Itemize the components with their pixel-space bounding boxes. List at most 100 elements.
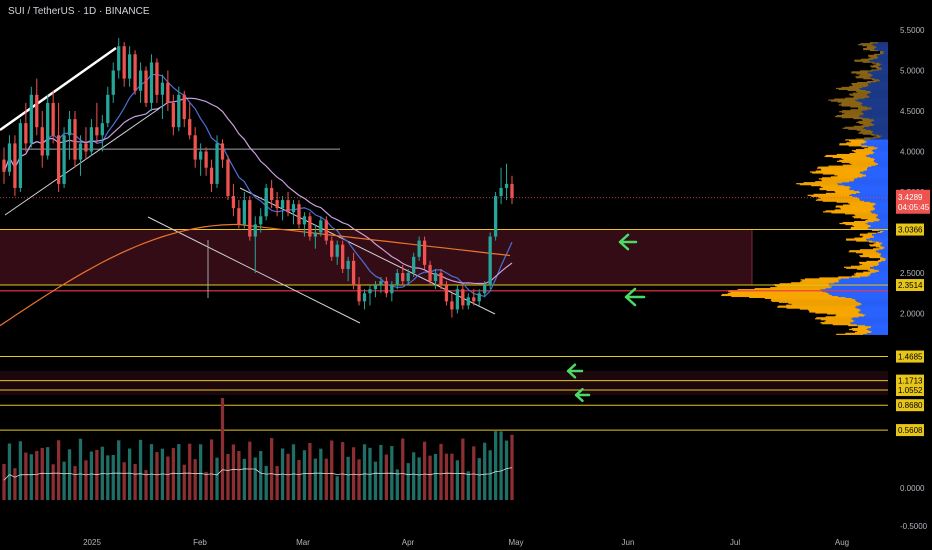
profile-row-down	[845, 332, 867, 334]
profile-row-down	[836, 153, 869, 156]
profile-row-down	[849, 140, 866, 142]
profile-row-down	[856, 129, 871, 131]
profile-row-down	[818, 178, 855, 180]
candle-body	[46, 102, 50, 156]
level-price-tag	[896, 223, 924, 236]
profile-row-up	[860, 101, 888, 103]
profile-row-down	[791, 303, 862, 305]
profile-row-up	[874, 159, 888, 161]
profile-row-up	[870, 129, 888, 131]
profile-row-down	[807, 194, 850, 196]
profile-row-down	[869, 42, 879, 44]
candle-body	[319, 220, 323, 233]
profile-row-down	[866, 260, 882, 263]
profile-row-down	[848, 325, 866, 327]
candle-body	[483, 285, 487, 294]
profile-row-up	[862, 105, 888, 107]
profile-row-down	[867, 219, 881, 221]
profile-row-up	[859, 312, 888, 314]
profile-row-down	[770, 287, 831, 289]
candle-body	[395, 273, 399, 286]
profile-row-up	[874, 146, 888, 148]
candles	[2, 38, 514, 318]
profile-row-up	[869, 237, 888, 239]
level-price-text: 0.8680	[898, 401, 923, 410]
profile-row-down	[788, 302, 862, 304]
candle-body	[84, 143, 88, 152]
volume-bar	[215, 457, 219, 500]
profile-row-down	[820, 168, 868, 170]
profile-row-down	[871, 66, 879, 68]
profile-row-down	[860, 249, 879, 251]
candle-body	[433, 273, 438, 282]
candle-body	[253, 224, 257, 237]
profile-row-up	[849, 181, 888, 183]
profile-row-up	[866, 239, 888, 241]
profile-row-up	[878, 263, 888, 265]
profile-row-up	[869, 59, 888, 61]
profile-row-down	[799, 184, 839, 186]
profile-row-up	[879, 62, 888, 64]
profile-row-down	[858, 108, 872, 110]
profile-row-down	[863, 47, 875, 50]
price-tick-label: 5.0000	[900, 67, 925, 76]
profile-row-down	[728, 290, 823, 293]
volume-bar	[477, 458, 481, 500]
profile-row-up	[866, 128, 888, 130]
profile-row-down	[815, 181, 850, 183]
chart-title: SUI / TetherUS · 1D · BINANCE	[8, 6, 150, 17]
volume-bar	[253, 457, 257, 500]
profile-row-up	[873, 151, 888, 153]
profile-row-down	[856, 149, 873, 151]
profile-row-up	[862, 176, 888, 178]
volume-bar	[220, 398, 225, 500]
profile-row-down	[877, 231, 882, 233]
profile-row-up	[867, 327, 888, 330]
profile-row-up	[885, 258, 888, 261]
candle-body	[242, 200, 246, 225]
candle-body	[73, 119, 77, 160]
profile-row-up	[859, 304, 888, 306]
profile-row-up	[860, 276, 888, 278]
volume-bar	[472, 446, 476, 500]
profile-row-up	[873, 118, 888, 121]
candle-body	[493, 196, 498, 237]
profile-row-down	[821, 179, 855, 181]
profile-row-up	[877, 162, 888, 164]
profile-row-down	[851, 163, 879, 165]
candle-body	[215, 143, 219, 184]
profile-row-up	[829, 285, 888, 287]
arrow-icon-2	[624, 287, 646, 307]
candle-body	[444, 285, 449, 302]
profile-row-down	[862, 61, 875, 63]
countdown-text: 04:05:45	[898, 203, 930, 212]
profile-row-down	[771, 298, 855, 300]
profile-row-up	[880, 53, 888, 56]
volume-bar	[270, 438, 274, 500]
profile-row-up	[870, 90, 888, 92]
arrow-icon-3	[566, 363, 584, 379]
profile-row-down	[841, 208, 876, 210]
profile-row-up	[861, 303, 888, 305]
profile-row-up	[879, 241, 888, 243]
profile-row-up	[871, 108, 888, 110]
profile-row-up	[859, 198, 888, 200]
profile-row-up	[870, 325, 888, 328]
profile-row-up	[882, 242, 888, 244]
profile-row-up	[866, 145, 888, 147]
profile-row-down	[873, 80, 881, 82]
profile-row-down	[851, 71, 868, 73]
profile-row-up	[853, 321, 888, 323]
profile-row-up	[874, 78, 888, 80]
profile-row-down	[849, 85, 867, 88]
profile-row-down	[846, 267, 871, 269]
profile-row-up	[885, 259, 888, 262]
profile-row-up	[870, 266, 888, 268]
profile-row-down	[859, 122, 873, 125]
profile-row-down	[859, 70, 873, 72]
candle-body	[280, 200, 285, 209]
candle-body	[362, 293, 367, 302]
profile-row-down	[815, 318, 851, 320]
time-tick-label: Jun	[622, 538, 635, 547]
